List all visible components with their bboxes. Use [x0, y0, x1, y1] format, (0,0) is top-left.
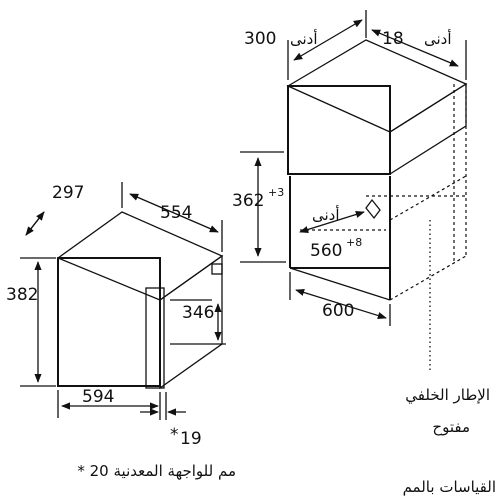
- mw-width-front-label: 594: [82, 387, 114, 407]
- niche-depth-label: 560: [310, 241, 342, 261]
- niche-height-label: 362: [232, 191, 264, 211]
- mw-depth-label: 297: [52, 183, 84, 203]
- microwave-front: [57, 257, 161, 387]
- microwave-dimension-lines: [25, 193, 222, 416]
- microwave-drawing: [20, 182, 226, 420]
- mw-front-panel-label: 19: [180, 429, 202, 449]
- niche-dimension-lines: [254, 19, 459, 320]
- niche-depth-min-word: أدنى: [312, 205, 340, 224]
- niche-width-label: 600: [322, 301, 354, 321]
- niche-min-gap-label: 18: [382, 29, 404, 49]
- niche-min-width-label: 300: [244, 29, 276, 49]
- metal-front-note: * 20 مم للواجهة المعدنية: [77, 462, 236, 480]
- cabinet-front: [287, 85, 391, 175]
- niche-depth-tolerance: +8: [346, 236, 362, 249]
- back-frame-note-line1: الإطار الخلفي: [405, 386, 490, 405]
- back-frame-note-line2: مفتوح: [432, 418, 470, 436]
- units-note: القياسات بالمم: [403, 478, 496, 496]
- niche-min-width-word: أدنى: [290, 29, 318, 48]
- niche-min-gap-word: أدنى: [424, 29, 452, 48]
- mw-width-top-label: 554: [160, 203, 192, 223]
- niche-height-tolerance: +3: [268, 186, 284, 199]
- mw-front-panel-mark: *: [170, 425, 179, 445]
- mw-inner-height-label: 346: [182, 303, 214, 323]
- mw-height-label: 382: [6, 285, 38, 305]
